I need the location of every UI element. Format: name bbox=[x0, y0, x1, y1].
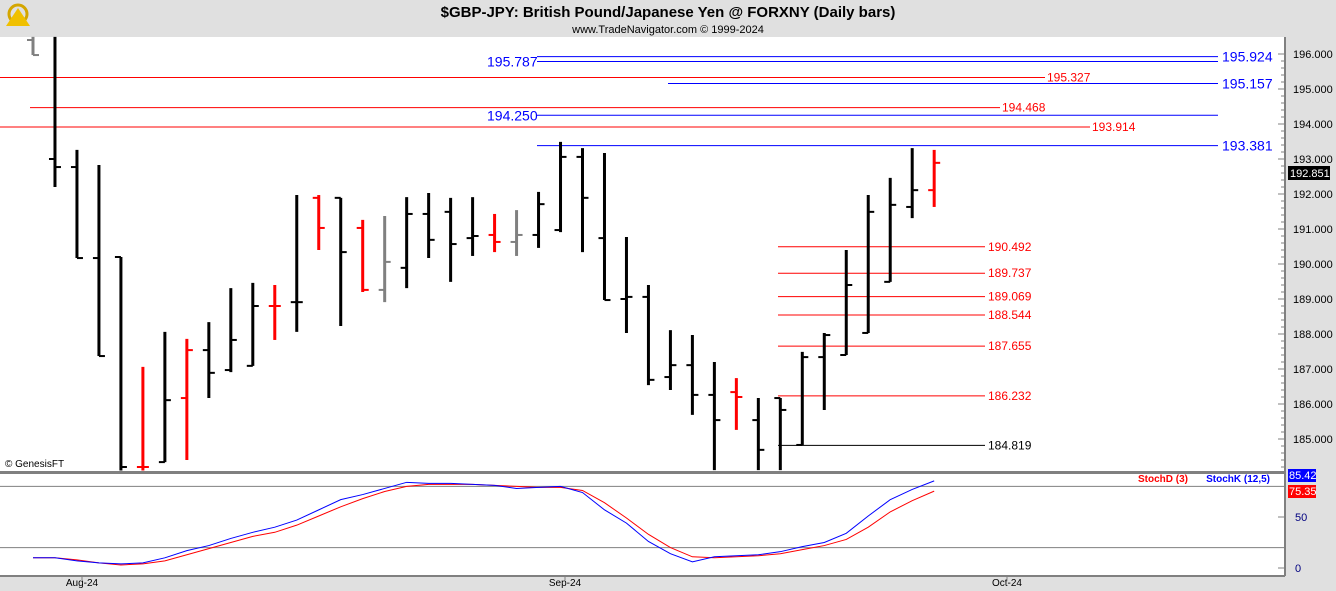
level-label: 195.157 bbox=[1222, 76, 1273, 92]
stochk-last-box bbox=[1288, 469, 1316, 482]
level-label: 188.544 bbox=[988, 308, 1032, 322]
level-label: 184.819 bbox=[988, 438, 1032, 452]
y-tick-label: 186.000 bbox=[1293, 399, 1333, 411]
level-label: 186.232 bbox=[988, 389, 1032, 403]
level-label: 189.069 bbox=[988, 290, 1032, 304]
stochd-last-box bbox=[1288, 485, 1316, 498]
stochd-last-label: 75.35 bbox=[1289, 486, 1317, 498]
copyright-label: © GenesisFT bbox=[5, 459, 64, 470]
stoch-pane bbox=[0, 474, 1285, 575]
stoch-y-label: 50 bbox=[1295, 512, 1307, 524]
legend-stochk: StochK (12,5) bbox=[1206, 474, 1270, 485]
legend-stochd: StochD (3) bbox=[1138, 474, 1188, 485]
y-tick-label: 195.000 bbox=[1293, 84, 1333, 96]
price-pane bbox=[0, 37, 1285, 471]
last-price-box bbox=[1288, 166, 1330, 180]
level-label: 194.250 bbox=[487, 107, 538, 123]
chart-subtitle: www.TradeNavigator.com © 1999-2024 bbox=[571, 24, 764, 36]
level-label: 195.327 bbox=[1047, 71, 1091, 85]
stoch-line-stochk bbox=[33, 480, 935, 565]
level-label: 187.655 bbox=[988, 339, 1032, 353]
level-label: 194.468 bbox=[1002, 101, 1046, 115]
level-label: 195.787 bbox=[487, 53, 538, 69]
level-label: 193.381 bbox=[1222, 138, 1273, 154]
y-tick-label: 196.000 bbox=[1293, 49, 1333, 61]
chart-title: $GBP-JPY: British Pound/Japanese Yen @ F… bbox=[441, 4, 896, 21]
y-tick-label: 188.000 bbox=[1293, 329, 1333, 341]
y-tick-label: 185.000 bbox=[1293, 434, 1333, 446]
level-label: 193.914 bbox=[1092, 120, 1136, 134]
y-tick-label: 190.000 bbox=[1293, 259, 1333, 271]
logo-sextant-icon bbox=[6, 3, 30, 26]
x-tick-label: Oct-24 bbox=[992, 578, 1022, 589]
stoch-y-label: 0 bbox=[1295, 563, 1301, 575]
y-tick-label: 192.000 bbox=[1293, 189, 1333, 201]
y-tick-label: 191.000 bbox=[1293, 224, 1333, 236]
y-tick-label: 193.000 bbox=[1293, 154, 1333, 166]
y-tick-label: 187.000 bbox=[1293, 364, 1333, 376]
stochk-last-label: 85.42 bbox=[1289, 470, 1317, 482]
level-label: 190.492 bbox=[988, 240, 1032, 254]
x-tick-label: Sep-24 bbox=[549, 578, 582, 589]
x-tick-label: Aug-24 bbox=[66, 578, 99, 589]
level-label: 189.737 bbox=[988, 266, 1032, 280]
y-tick-label: 189.000 bbox=[1293, 294, 1333, 306]
y-tick-label: 194.000 bbox=[1293, 119, 1333, 131]
last-price-label: 192.851 bbox=[1290, 168, 1330, 180]
level-label: 195.924 bbox=[1222, 49, 1273, 65]
